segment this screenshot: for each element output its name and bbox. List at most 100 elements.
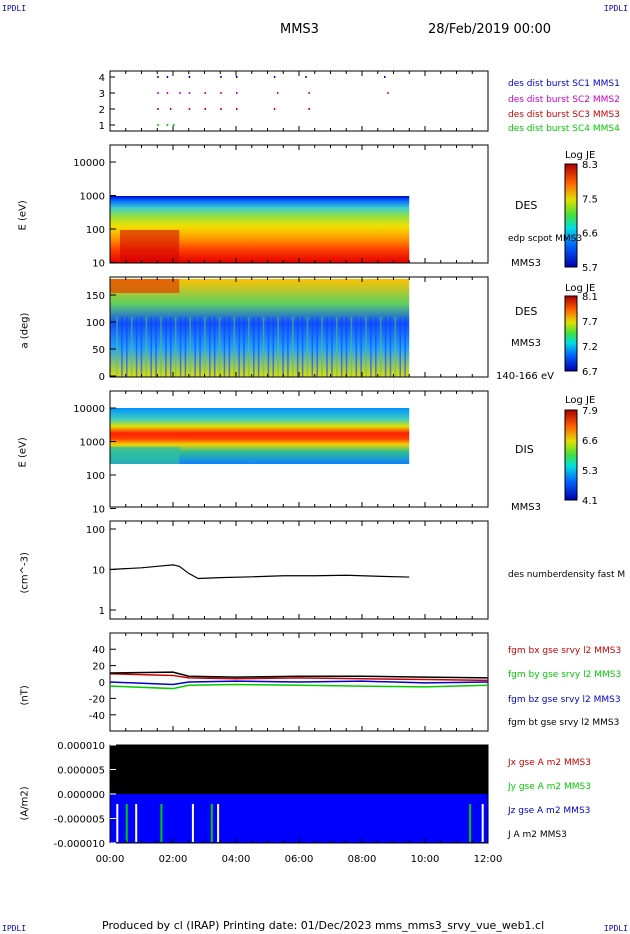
ytick-current: 0.000005	[57, 766, 105, 777]
des-pitch-stripe	[213, 317, 216, 377]
des-pitch-stripe	[243, 317, 245, 377]
ytick-current: 0.000000	[57, 790, 105, 801]
colorbar-tick-1: 5.7	[582, 263, 598, 274]
label-mms3-1: MMS3	[511, 258, 541, 269]
des-pitch-stripe	[140, 317, 143, 377]
ytick-current: -0.000010	[54, 839, 105, 850]
current-area-neg	[110, 794, 488, 843]
des-pitch-stripe	[272, 317, 275, 377]
colorbar-tick-2: 6.7	[582, 367, 598, 378]
des-pitch-stripe	[384, 317, 387, 377]
legend-burst-sc2: des dist burst SC2 MMS2	[508, 95, 620, 105]
ytick-burst: 4	[99, 73, 105, 84]
legend-by: fgm by gse srvy l2 MMS3	[508, 670, 622, 680]
xtick-label: 00:00	[96, 854, 125, 865]
label-des-1: DES	[515, 199, 538, 212]
label-des-2: DES	[515, 305, 538, 318]
des-pitch-stripe	[184, 317, 187, 377]
des-pitch-heatmap	[110, 279, 410, 377]
des-pitch-stripe	[389, 317, 392, 377]
xtick-label: 04:00	[222, 854, 251, 865]
colorbar-title-1: Log JE	[565, 150, 596, 161]
dis-energy-patch	[110, 447, 180, 464]
panel-frame-0	[109, 70, 489, 132]
des-pitch-stripe	[223, 317, 226, 377]
burst-mark	[173, 124, 175, 126]
burst-mark	[157, 108, 159, 110]
des-pitch-stripe	[316, 317, 318, 377]
des-pitch-stripe	[126, 317, 128, 377]
ytick-density: 1	[99, 606, 105, 617]
burst-mark	[157, 124, 159, 126]
des-pitch-stripe	[331, 317, 333, 377]
des-pitch-stripe	[345, 317, 348, 377]
colorbar-tick-3: 5.3	[582, 466, 598, 477]
ytick-dis-energy: 10000	[73, 404, 105, 415]
colorbar-tick-1: 7.5	[582, 194, 598, 205]
burst-mark	[166, 76, 169, 78]
bfield-line-1	[109, 683, 489, 690]
burst-mark	[387, 92, 389, 94]
des-pitch-stripe	[257, 317, 260, 377]
des-pitch-stripe	[165, 317, 167, 377]
ytick-des-energy: 1000	[80, 192, 105, 203]
ytick-current: 0.000010	[57, 741, 105, 752]
des-pitch-stripe	[130, 317, 133, 377]
burst-mark	[157, 92, 159, 94]
xtick-label: 02:00	[159, 854, 188, 865]
colorbar-tick-1: 8.3	[582, 160, 598, 171]
legend-jz: Jz gse A m2 MMS3	[508, 806, 591, 816]
ytick-bfield: -40	[89, 711, 105, 722]
des-energy-hot	[120, 230, 180, 263]
des-pitch-stripe	[189, 317, 192, 377]
ylabel-density: (cm^-3)	[19, 552, 31, 594]
des-pitch-stripe	[399, 317, 401, 377]
burst-mark	[308, 108, 310, 110]
des-pitch-stripe	[306, 317, 309, 377]
des-pitch-stripe	[336, 317, 338, 377]
xtick-label: 08:00	[348, 854, 377, 865]
corner-label-bottom-left: IPDLI	[2, 924, 27, 933]
ytick-des-pitch: 100	[86, 318, 105, 329]
burst-mark	[204, 108, 206, 110]
des-pitch-stripe	[326, 317, 328, 377]
des-pitch-stripe	[301, 317, 304, 377]
colorbar-tick-3: 4.1	[582, 496, 598, 507]
burst-mark	[384, 76, 386, 78]
des-pitch-stripe	[350, 317, 353, 377]
label-mms3-2: MMS3	[511, 338, 541, 349]
colorbar-tick-2: 7.7	[582, 317, 598, 328]
corner-label-bottom-right: IPDLI	[603, 924, 628, 933]
bfield-line-3	[109, 671, 489, 679]
des-pitch-stripe	[253, 317, 255, 377]
density-line	[109, 564, 410, 580]
label-edp-scpot: edp scpot MMS3	[508, 234, 583, 244]
colorbar-title-3: Log JE	[565, 395, 596, 406]
des-pitch-stripe	[135, 317, 138, 377]
burst-mark	[236, 92, 238, 94]
des-pitch-stripe	[296, 317, 299, 377]
des-pitch-stripe	[277, 317, 279, 377]
date-title: 28/Feb/2019 00:00	[428, 22, 551, 37]
burst-mark	[276, 92, 279, 94]
des-pitch-stripe	[233, 317, 235, 377]
colorbar-tick-3: 7.9	[582, 406, 598, 417]
ytick-dis-energy: 1000	[80, 438, 105, 449]
ytick-bfield: -20	[89, 694, 105, 705]
current-spike	[217, 804, 220, 842]
legend-j: J A m2 MMS3	[508, 830, 567, 840]
burst-mark	[188, 108, 191, 110]
label-dis: DIS	[515, 443, 534, 456]
des-pitch-stripe	[404, 317, 406, 377]
burst-mark	[188, 76, 191, 78]
corner-label-top-right: IPDLI	[603, 4, 628, 13]
des-pitch-stripe	[355, 317, 358, 377]
des-pitch-stripe	[194, 317, 196, 377]
colorbar-tick-1: 6.6	[582, 229, 598, 240]
ytick-des-energy: 10	[92, 259, 105, 270]
burst-mark	[273, 108, 276, 110]
ytick-burst: 1	[99, 121, 105, 132]
des-pitch-stripe	[394, 317, 397, 377]
burst-mark	[220, 76, 222, 78]
des-pitch-stripe	[321, 317, 323, 377]
